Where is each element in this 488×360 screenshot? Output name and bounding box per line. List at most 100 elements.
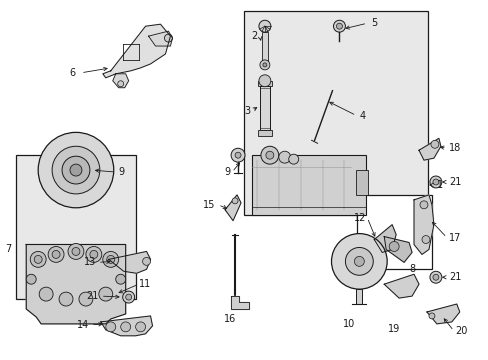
Circle shape [333, 20, 345, 32]
Text: 13: 13 [83, 257, 96, 267]
Circle shape [258, 20, 270, 32]
Circle shape [232, 198, 238, 204]
Text: 19: 19 [387, 324, 400, 334]
Circle shape [432, 274, 438, 280]
Text: 3: 3 [244, 105, 249, 116]
Circle shape [428, 313, 434, 319]
Text: 20: 20 [454, 326, 466, 336]
Polygon shape [26, 244, 125, 324]
Circle shape [102, 251, 119, 267]
Circle shape [263, 63, 266, 67]
Circle shape [164, 34, 172, 42]
Circle shape [331, 234, 386, 289]
Circle shape [235, 152, 241, 158]
Text: 4: 4 [359, 111, 365, 121]
Text: 21: 21 [448, 177, 460, 187]
Text: 10: 10 [343, 319, 355, 329]
Bar [356, 170, 367, 195]
Polygon shape [224, 195, 241, 221]
Circle shape [354, 256, 364, 266]
Polygon shape [413, 195, 433, 255]
Text: 11: 11 [138, 279, 150, 289]
Circle shape [30, 251, 46, 267]
Circle shape [70, 164, 82, 176]
Circle shape [38, 132, 114, 208]
Circle shape [99, 287, 113, 301]
Circle shape [72, 247, 80, 255]
Circle shape [79, 292, 93, 306]
Circle shape [142, 257, 150, 265]
Text: 7: 7 [5, 244, 11, 255]
Bar [257, 130, 271, 136]
Text: 2: 2 [251, 31, 257, 41]
Text: 15: 15 [203, 200, 215, 210]
Bar [260, 86, 269, 130]
Circle shape [34, 255, 42, 264]
Circle shape [278, 151, 290, 163]
Text: 14: 14 [77, 320, 89, 330]
Circle shape [429, 176, 441, 188]
Bar [16, 155, 135, 299]
Circle shape [288, 154, 298, 164]
Text: 1: 1 [436, 180, 442, 190]
Circle shape [258, 75, 270, 87]
Circle shape [122, 291, 134, 303]
Circle shape [121, 322, 130, 332]
Circle shape [52, 251, 60, 258]
Polygon shape [231, 296, 248, 309]
Bar [356, 289, 362, 304]
Circle shape [52, 146, 100, 194]
Circle shape [68, 243, 84, 260]
Circle shape [118, 81, 123, 87]
Circle shape [388, 242, 398, 251]
Text: 9: 9 [119, 167, 124, 177]
Circle shape [116, 274, 125, 284]
Circle shape [260, 60, 269, 70]
Polygon shape [426, 304, 459, 324]
Polygon shape [418, 138, 440, 160]
Polygon shape [102, 24, 170, 78]
Circle shape [106, 255, 115, 264]
Text: 16: 16 [224, 314, 236, 324]
Text: 6: 6 [70, 68, 76, 78]
Polygon shape [384, 237, 411, 262]
Circle shape [105, 322, 116, 332]
Bar [244, 11, 427, 215]
Circle shape [336, 23, 342, 29]
Polygon shape [108, 251, 150, 273]
Circle shape [231, 148, 244, 162]
Circle shape [86, 247, 102, 262]
Circle shape [261, 146, 278, 164]
Polygon shape [384, 274, 418, 298]
Circle shape [419, 201, 427, 209]
Bar [251, 155, 366, 215]
Text: 12: 12 [353, 213, 366, 223]
Circle shape [432, 179, 438, 185]
Text: 5: 5 [370, 18, 377, 28]
Polygon shape [101, 316, 152, 336]
Polygon shape [148, 31, 172, 46]
Circle shape [39, 287, 53, 301]
Polygon shape [373, 225, 395, 252]
Circle shape [125, 294, 131, 300]
Circle shape [265, 151, 273, 159]
Circle shape [135, 322, 145, 332]
Circle shape [345, 247, 372, 275]
Circle shape [59, 292, 73, 306]
Polygon shape [113, 74, 128, 88]
Bar [257, 81, 271, 86]
Circle shape [429, 271, 441, 283]
Text: 18: 18 [448, 143, 460, 153]
Text: 8: 8 [408, 264, 414, 274]
Text: 21: 21 [448, 272, 460, 282]
Circle shape [421, 235, 429, 243]
Text: 17: 17 [448, 233, 460, 243]
Circle shape [430, 140, 438, 148]
Circle shape [62, 156, 90, 184]
Circle shape [26, 274, 36, 284]
Circle shape [48, 247, 64, 262]
Circle shape [90, 251, 98, 258]
Bar [262, 32, 267, 62]
Text: 21: 21 [86, 291, 99, 301]
Text: 9: 9 [224, 167, 230, 177]
